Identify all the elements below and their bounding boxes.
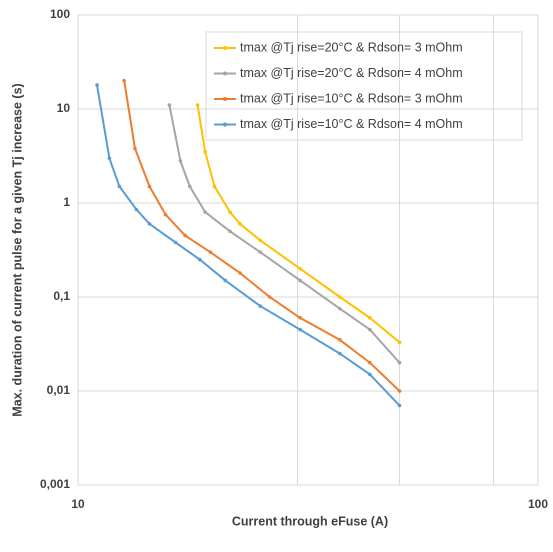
y-tick-label: 100 — [50, 7, 70, 21]
point — [338, 351, 342, 356]
point — [338, 306, 342, 311]
y-tick-label: 0,001 — [40, 477, 70, 491]
series-line — [196, 104, 401, 344]
point — [203, 150, 207, 154]
point — [223, 278, 228, 283]
point — [238, 271, 242, 275]
point — [212, 184, 217, 189]
point — [258, 250, 263, 254]
point — [397, 360, 402, 365]
point — [133, 146, 137, 151]
point — [228, 229, 232, 234]
point — [107, 156, 112, 160]
point — [203, 210, 207, 214]
point — [183, 233, 187, 238]
legend-label: tmax @Tj rise=20°C & Rdson= 4 mOhm — [240, 66, 463, 80]
point — [238, 222, 242, 226]
point — [368, 316, 372, 320]
series-line — [123, 80, 401, 392]
point — [117, 184, 122, 189]
point — [258, 238, 263, 243]
x-tick-label: 100 — [528, 497, 548, 511]
point — [134, 207, 139, 212]
point — [267, 295, 272, 299]
legend-box — [205, 31, 523, 141]
point — [95, 83, 99, 87]
point — [228, 210, 232, 214]
point — [258, 304, 263, 308]
point — [338, 338, 342, 342]
y-tick-label: 0,1 — [53, 289, 70, 303]
point — [198, 257, 202, 262]
point — [397, 389, 402, 393]
legend-label: tmax @Tj rise=10°C & Rdson= 3 mOhm — [240, 91, 463, 105]
legend-marker — [223, 122, 227, 127]
point — [122, 78, 126, 83]
point — [147, 222, 152, 226]
point — [163, 212, 168, 217]
legend-label: tmax @Tj rise=20°C & Rdson= 3 mOhm — [240, 40, 463, 54]
point — [147, 184, 152, 189]
series-line — [168, 104, 401, 364]
point — [208, 250, 213, 254]
point — [178, 159, 183, 163]
point — [338, 295, 342, 299]
point — [195, 103, 200, 107]
x-tick-label: 10 — [71, 497, 85, 511]
x-axis-title: Current through eFuse (A) — [232, 514, 388, 528]
y-tick-label: 0,01 — [47, 383, 71, 397]
point — [298, 327, 302, 332]
legend-marker — [223, 71, 227, 76]
y-tick-label: 10 — [57, 101, 71, 115]
point — [167, 103, 172, 107]
point — [368, 372, 372, 377]
point — [173, 240, 178, 245]
point — [298, 278, 302, 283]
point — [298, 316, 302, 320]
point — [368, 360, 372, 365]
point — [397, 340, 402, 345]
point — [298, 266, 302, 271]
legend-marker — [223, 46, 227, 50]
y-axis-title: Max. duration of current pulse for a giv… — [10, 83, 24, 416]
y-tick-label: 1 — [63, 195, 70, 209]
legend-label: tmax @Tj rise=10°C & Rdson= 4 mOhm — [240, 117, 463, 131]
point — [187, 184, 192, 189]
point — [397, 403, 402, 408]
legend-marker — [223, 97, 227, 101]
point — [368, 327, 372, 332]
